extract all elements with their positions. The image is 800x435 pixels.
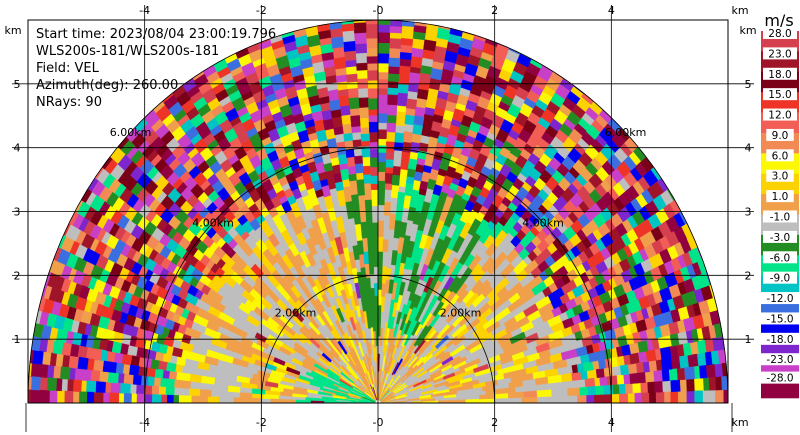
velocity-bins bbox=[32, 28, 713, 403]
colorbar-label-bg bbox=[759, 371, 800, 384]
y-tick-label: 2 bbox=[14, 269, 21, 282]
range-rings: 2.00km 2.00km 4.00km 4.00km 6.00km 6.00km bbox=[28, 20, 728, 403]
colorbar-tick-label: -6.0 bbox=[770, 252, 791, 264]
colorbar-tick-label: 23.0 bbox=[768, 48, 791, 60]
range-ring-label: 6.00km bbox=[605, 126, 647, 139]
y-unit-label-right: km bbox=[739, 24, 756, 37]
header-instrument: WLS200s-181/WLS200s-181 bbox=[36, 44, 219, 59]
colorbar-tick-label: 18.0 bbox=[768, 69, 791, 81]
range-ring-label: 2.00km bbox=[440, 307, 482, 320]
y-tick-label: 4 bbox=[14, 142, 21, 155]
header-azimuth: Azimuth(deg): 260.00 bbox=[36, 78, 178, 93]
colorbar-tick-label: -1.0 bbox=[770, 212, 791, 224]
x-unit-label-top: km bbox=[731, 4, 748, 17]
colorbar-tick-label: -9.0 bbox=[770, 273, 791, 285]
y-tick-label-right: 4 bbox=[745, 142, 752, 155]
colorbar-label-bg bbox=[763, 67, 797, 80]
colorbar-tick-label: 6.0 bbox=[772, 150, 789, 162]
range-ring bbox=[260, 275, 496, 403]
colorbar-label-bg bbox=[763, 88, 797, 101]
x-tick-label: -4 bbox=[139, 416, 150, 429]
y-tick-label-right: 1 bbox=[745, 333, 752, 346]
colorbar-label-bg bbox=[766, 128, 794, 141]
x-tick-label: -2 bbox=[256, 416, 267, 429]
y-tick-label-right: 5 bbox=[745, 78, 752, 91]
y-tick-label: 5 bbox=[14, 78, 21, 91]
colorbar-label-bg bbox=[763, 271, 797, 284]
colorbar-label-bg bbox=[759, 332, 800, 345]
colorbar-tick-label: 3.0 bbox=[772, 171, 789, 183]
x-tick-label: -0 bbox=[373, 416, 384, 429]
x-tick-label-top: 2 bbox=[491, 4, 498, 17]
colorbar-label-bg bbox=[759, 312, 800, 325]
range-ring-label: 4.00km bbox=[522, 217, 564, 230]
colorbar-tick-label: -12.0 bbox=[766, 293, 793, 305]
y-unit-label: km bbox=[4, 24, 21, 37]
x-tick-label-top: -0 bbox=[373, 4, 384, 17]
x-tick-label-top: -4 bbox=[139, 4, 150, 17]
range-ring bbox=[144, 147, 612, 403]
colorbar-tick-label: 9.0 bbox=[772, 130, 789, 142]
colorbar: m/s28.0 23.0 18.0 15.0 12.0 9.0 6.0 3.0 1.0 -1.0 -… bbox=[759, 11, 800, 399]
colorbar-tick-label: 12.0 bbox=[768, 110, 791, 122]
colorbar-label-bg bbox=[759, 292, 800, 305]
x-tick-label: 4 bbox=[608, 416, 615, 429]
colorbar-label-bg bbox=[759, 353, 800, 366]
header-start-time: Start time: 2023/08/04 23:00:19.796 bbox=[36, 27, 276, 42]
colorbar-label-bg bbox=[763, 230, 797, 243]
colorbar-tick-label: 28.0 bbox=[768, 28, 791, 40]
colorbar-label-bg bbox=[763, 47, 797, 60]
y-tick-label-right: 3 bbox=[745, 206, 752, 219]
x-tick-label: 2 bbox=[491, 416, 498, 429]
colorbar-tick-label: -3.0 bbox=[770, 232, 791, 244]
header-field: Field: VEL bbox=[36, 61, 100, 76]
header-nrays: NRays: 90 bbox=[36, 95, 102, 110]
colorbar-label-bg bbox=[763, 27, 797, 39]
y-tick-label: 1 bbox=[14, 333, 21, 346]
colorbar-unit: m/s bbox=[764, 11, 793, 30]
plot-header: Start time: 2023/08/04 23:00:19.796 WLS2… bbox=[36, 27, 276, 110]
colorbar-label-bg bbox=[763, 210, 797, 223]
range-ring-label: 4.00km bbox=[192, 217, 234, 230]
axes: -4 -4 -2 -2 -0 -0 2 2 4 4 km km 1 1 2 2 3 3 4 4 5 5 km km bbox=[4, 4, 757, 432]
x-unit-label: km bbox=[731, 416, 748, 429]
x-tick-label-top: -2 bbox=[256, 4, 267, 17]
x-tick-label-top: 4 bbox=[608, 4, 615, 17]
colorbar-label-bg bbox=[763, 108, 797, 121]
colorbar-tick-label: -18.0 bbox=[766, 334, 793, 346]
range-ring-label: 6.00km bbox=[110, 126, 152, 139]
colorbar-label-bg bbox=[766, 169, 794, 182]
y-tick-label-right: 2 bbox=[745, 269, 752, 282]
range-ring-label: 2.00km bbox=[275, 307, 317, 320]
colorbar-tick-label: -23.0 bbox=[766, 354, 793, 366]
colorbar-label-bg bbox=[763, 251, 797, 264]
colorbar-tick-label: 1.0 bbox=[772, 191, 789, 203]
colorbar-tick-label: 15.0 bbox=[768, 89, 791, 101]
y-tick-label: 3 bbox=[14, 206, 21, 219]
range-ring bbox=[28, 20, 728, 403]
colorbar-label-bg bbox=[766, 190, 794, 203]
velocity-bins bbox=[46, 20, 711, 403]
colorbar-label-bg bbox=[766, 149, 794, 162]
colorbar-tick-label: -15.0 bbox=[766, 313, 793, 325]
colorbar-tick-label: -28.0 bbox=[766, 373, 793, 385]
